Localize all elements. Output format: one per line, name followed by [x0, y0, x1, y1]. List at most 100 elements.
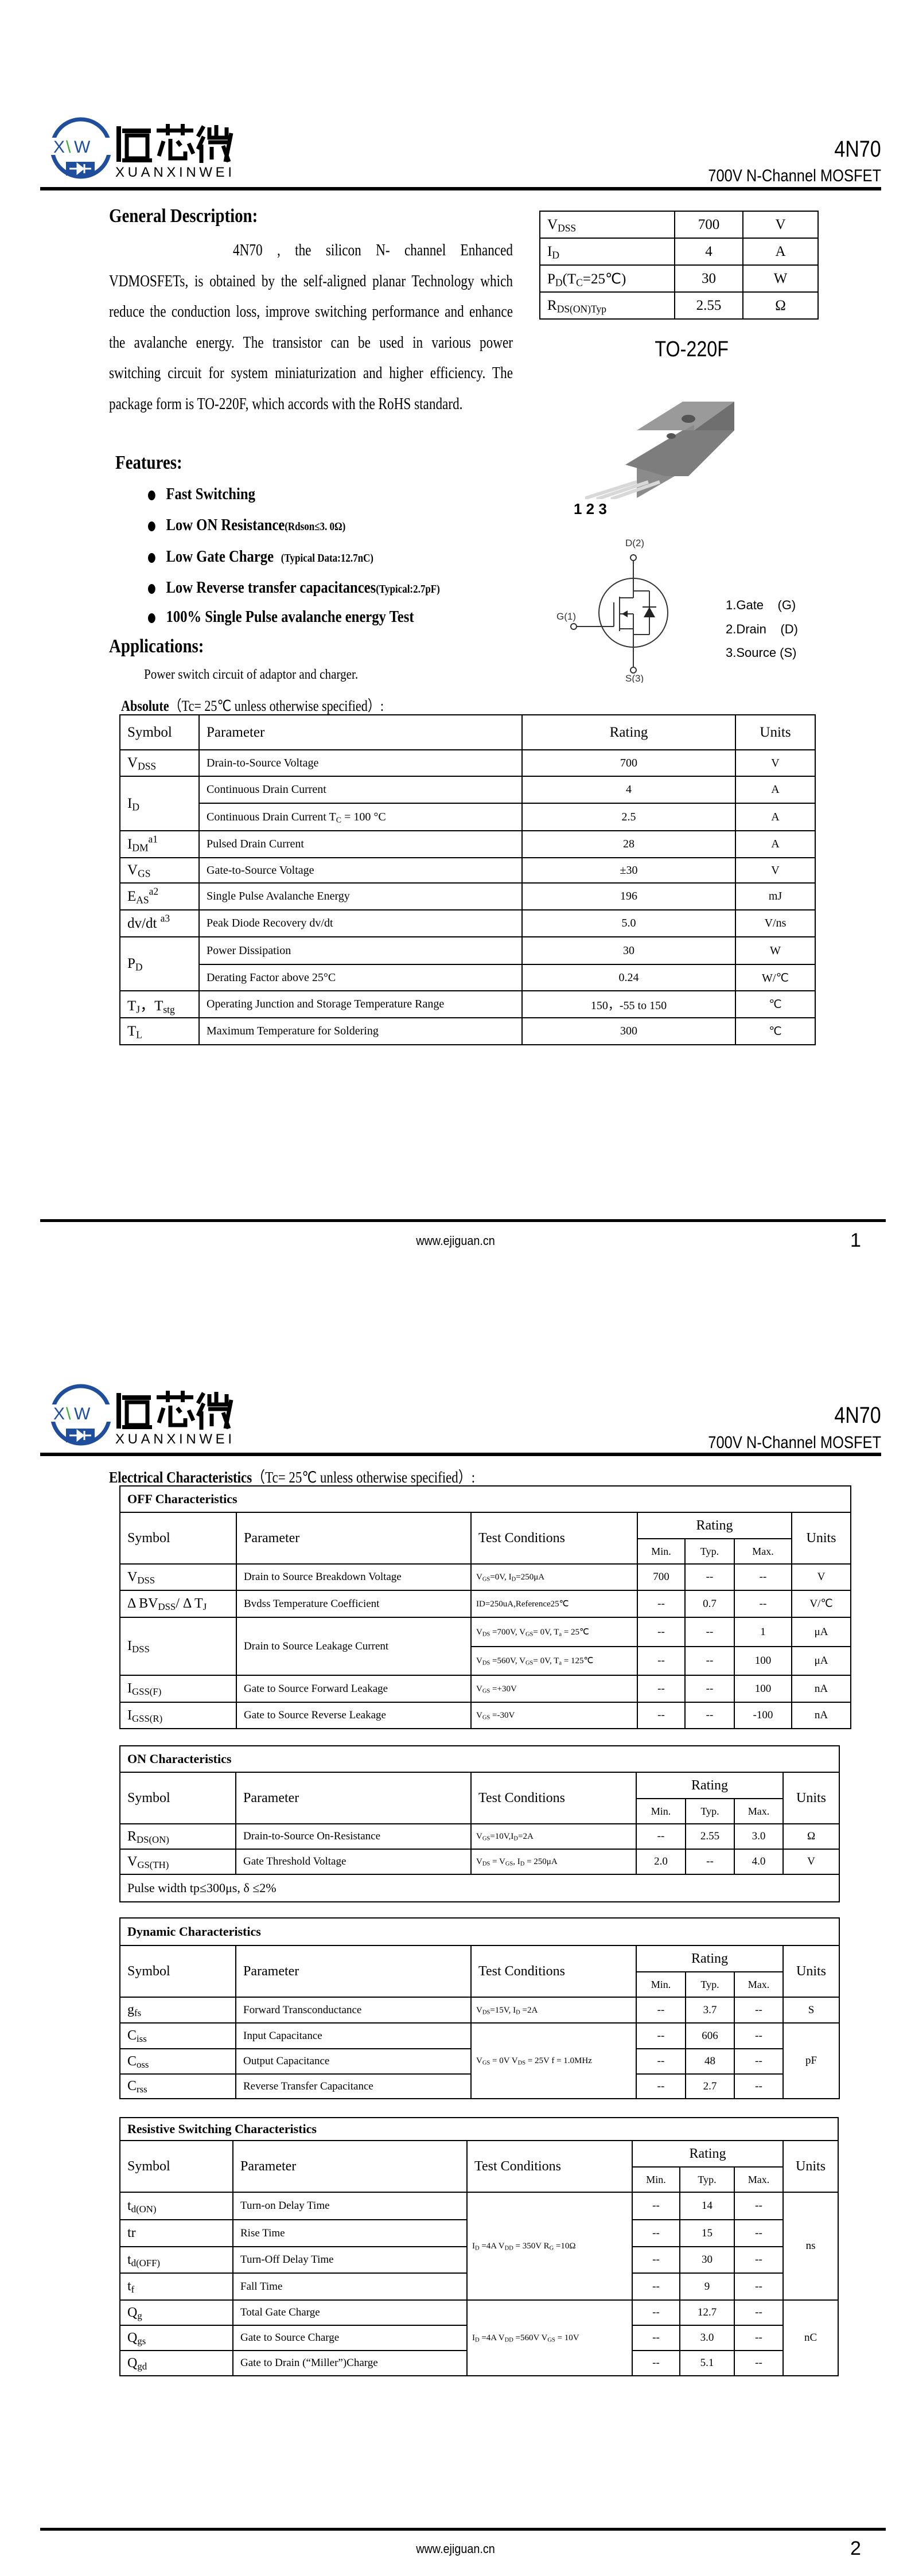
header-units: Units [735, 714, 816, 750]
header-max: Max. [734, 1798, 784, 1824]
footer-url: www.ejiguan.cn [416, 1233, 495, 1248]
typ-cell: -- [684, 1702, 735, 1729]
footer-divider [40, 1219, 886, 1222]
header-min: Min. [632, 2166, 680, 2193]
spec-unit: W [742, 264, 819, 293]
typ-cell: -- [684, 1617, 735, 1647]
table-row: VDSS Drain to Source Breakdown Voltage VGS… [119, 1563, 851, 1591]
max-cell: 3.0 [734, 1823, 784, 1850]
typ-cell: 12.7 [679, 2299, 735, 2326]
header-units: Units [782, 2140, 839, 2193]
bullet-icon [148, 583, 155, 594]
symbol-cell: tr [119, 2219, 233, 2247]
symbol-cell: IGSS(R) [119, 1702, 237, 1729]
max-cell: -- [734, 2048, 784, 2075]
units-cell: V [735, 749, 816, 777]
parameter-cell: Reverse Transfer Capacitance [235, 2073, 472, 2099]
typ-cell: 2.55 [685, 1823, 735, 1850]
units-cell: mJ [735, 882, 816, 910]
company-logo: X \ W XUANXINWEI [49, 1383, 238, 1447]
units-cell: ℃ [735, 990, 816, 1018]
parameter-cell: Gate to Source Charge [232, 2325, 468, 2351]
parameter-cell: Peak Diode Recovery dv/dt [198, 909, 523, 937]
rating-cell: 150，-55 to 150 [521, 990, 736, 1018]
resistive-switching-table: Resistive Switching Characteristics Symbo… [119, 2117, 839, 2376]
footer-divider [40, 2528, 886, 2531]
table-row: RDS(ON) Drain-to-Source On-Resistance VGS=… [119, 1823, 840, 1850]
header-test-conditions: Test Conditions [470, 1945, 637, 1998]
bullet-icon [148, 613, 155, 623]
parameter-cell: Bvdss Temperature Coefficient [236, 1590, 472, 1618]
spec-row: PD(TC=25℃) 30 W [539, 264, 819, 293]
min-cell: -- [632, 2325, 680, 2351]
parameter-cell: Drain to Source Breakdown Voltage [236, 1563, 472, 1591]
typ-cell: 30 [679, 2246, 735, 2274]
svg-text:D(2): D(2) [625, 538, 644, 548]
typ-cell: 5.1 [679, 2350, 735, 2376]
header-row: Symbol Parameter Test Conditions Rating Unit… [119, 1512, 851, 1565]
typ-cell: 48 [685, 2048, 735, 2075]
header-max: Max. [734, 2166, 784, 2193]
pin-label-source: 3.Source (S) [726, 645, 797, 660]
electrical-heading: Electrical Characteristics（Tc= 25℃ unles… [109, 1469, 476, 1486]
parameter-cell: Gate to Source Forward Leakage [236, 1675, 472, 1703]
test-condition-cell: VDS=15V, ID =2A [470, 1997, 637, 2024]
symbol-cell: VDSS [119, 1563, 237, 1591]
general-description-heading: General Description: [109, 205, 258, 227]
rating-cell: 28 [521, 830, 736, 858]
header-rating: Rating [636, 1945, 784, 1972]
test-condition-cell: VDS =560V, VGS= 0V, Ta = 125℃ [470, 1646, 638, 1676]
header-units: Units [782, 1945, 840, 1998]
table-row: EASa2 Single Pulse Avalanche Energy 196 mJ [119, 882, 816, 910]
test-condition-cell: VGS=10V,ID=2A [470, 1823, 637, 1850]
parameter-cell: Turn-Off Delay Time [232, 2246, 468, 2274]
symbol-cell: VGS [119, 857, 200, 884]
absolute-ratings-table: Symbol Parameter Rating Units VDSS Drain-to-S… [119, 714, 816, 1045]
spec-symbol: ID [539, 238, 675, 266]
parameter-cell: Turn-on Delay Time [232, 2192, 468, 2220]
table-row: tr Rise Time -- 15 -- [119, 2219, 838, 2247]
header-rating: Rating [521, 714, 736, 750]
parameter-cell: Drain-to-Source On-Resistance [235, 1823, 472, 1850]
units-cell: nA [791, 1702, 851, 1729]
pulse-note: Pulse width tp≤300μs, δ ≤2% [119, 1874, 840, 1902]
max-cell: -- [734, 2246, 784, 2274]
parameter-cell: Power Dissipation [198, 936, 523, 965]
units-cell: μA [791, 1646, 851, 1676]
parameter-cell: Derating Factor above 25°C [198, 964, 523, 991]
typ-cell: -- [685, 1849, 735, 1875]
svg-text:XUANXINWEI: XUANXINWEI [115, 1431, 235, 1447]
header-divider [40, 1453, 881, 1456]
max-cell: -100 [734, 1702, 792, 1729]
min-cell: -- [637, 1617, 686, 1647]
min-cell: -- [636, 2022, 686, 2049]
max-cell: -- [734, 1997, 784, 2024]
table-row: VGS Gate-to-Source Voltage ±30 V [119, 857, 816, 884]
units-cell: V [735, 857, 816, 884]
section-title-row: ON Characteristics [119, 1745, 840, 1773]
header-rating: Rating [637, 1512, 792, 1539]
feature-item: Low ON Resistance(Rdson≤3. 0Ω) [148, 516, 345, 535]
min-cell: 2.0 [636, 1849, 686, 1875]
typ-cell: 2.7 [685, 2073, 735, 2099]
mosfet-symbol-icon: D(2) G(1) S(3) [556, 538, 668, 683]
spec-symbol: PD(TC=25℃) [539, 264, 675, 293]
table-row: Qgd Gate to Drain (“Miller”)Charge -- 5.1 -- [119, 2350, 838, 2376]
test-condition-cell: VGS =-30V [470, 1702, 638, 1729]
table-row: VDSS Drain-to-Source Voltage 700 V [119, 749, 816, 777]
parameter-cell: Single Pulse Avalanche Energy [198, 882, 523, 910]
spec-value: 30 [674, 264, 743, 293]
rating-cell: ±30 [521, 857, 736, 884]
max-cell: -- [734, 2022, 784, 2049]
spec-row: RDS(ON)Typ 2.55 Ω [539, 291, 819, 320]
table-row: VDS =560V, VGS= 0V, Ta = 125℃ -- -- 100 μA [120, 1646, 851, 1676]
max-cell: 4.0 [734, 1849, 784, 1875]
units-cell: V [791, 1563, 851, 1591]
symbol-cell: Qg [119, 2299, 233, 2326]
min-cell: -- [636, 2048, 686, 2075]
svg-text:G(1): G(1) [556, 611, 576, 622]
parameter-cell: Maximum Temperature for Soldering [198, 1017, 523, 1045]
rating-cell: 300 [521, 1017, 736, 1045]
header-subrow: Min. Typ. Max. [120, 1538, 851, 1565]
units-cell: pF [782, 2022, 840, 2099]
